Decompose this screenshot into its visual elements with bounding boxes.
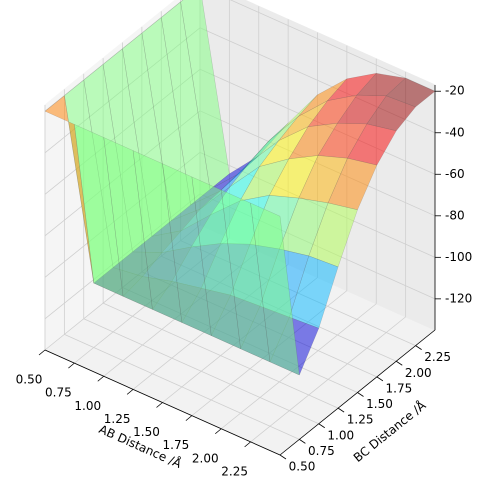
y-tick [337,407,345,413]
z-tick-label: -60 [445,167,465,181]
surface-cell [327,157,378,211]
y-tick-label: 1.75 [386,381,413,395]
x-tick-label: 0.75 [45,386,72,400]
y-tick [357,392,364,397]
y-tick-label: 0.50 [289,460,316,474]
y-tick-label: 0.75 [308,444,335,458]
y-tick-label: 2.00 [405,366,432,380]
z-tick-label: -20 [445,84,465,98]
z-tick-label: -100 [445,250,472,264]
x-tick [68,362,75,369]
x-tick-label: 1.75 [163,438,190,452]
x-tick-label: 0.50 [16,373,43,387]
y-tick [415,345,422,350]
axes: 0.500.751.001.251.501.752.002.25 0.500.75… [16,84,473,477]
y-tick-label: 2.25 [424,350,451,364]
y-tick [299,439,306,444]
y-tick [279,454,287,460]
surface-cell [366,95,416,132]
x-tick [126,389,134,395]
surface-cell [250,202,300,376]
x-tick [38,349,46,356]
x-tick [185,415,193,421]
y-tick-label: 1.25 [347,413,374,427]
surface-cell [347,123,397,166]
y-tick-label: 1.00 [327,428,354,442]
grid-line [229,0,436,92]
x-tick-label: 2.00 [192,451,219,465]
x-axis-line [44,349,281,456]
y-axis-line [279,329,436,456]
grid-line [102,302,339,409]
x-tick-label: 1.25 [104,412,131,426]
z-tick-label: -80 [445,208,465,222]
x-tick-label: 1.50 [133,425,160,439]
grid-line [83,318,319,425]
x-tick [244,441,251,448]
x-tick-label: 2.25 [221,464,248,477]
y-tick [376,376,384,382]
y-tick [318,423,325,429]
z-tick-label: -120 [445,291,472,305]
surface [44,0,436,376]
z-tick-label: -40 [445,125,465,139]
x-tick [97,375,105,382]
x-tick-label: 1.00 [74,399,101,413]
x-tick [214,428,222,435]
grid-line [64,334,300,440]
y-tick-label: 1.50 [366,397,393,411]
y-tick [396,360,403,366]
x-tick [156,402,163,408]
